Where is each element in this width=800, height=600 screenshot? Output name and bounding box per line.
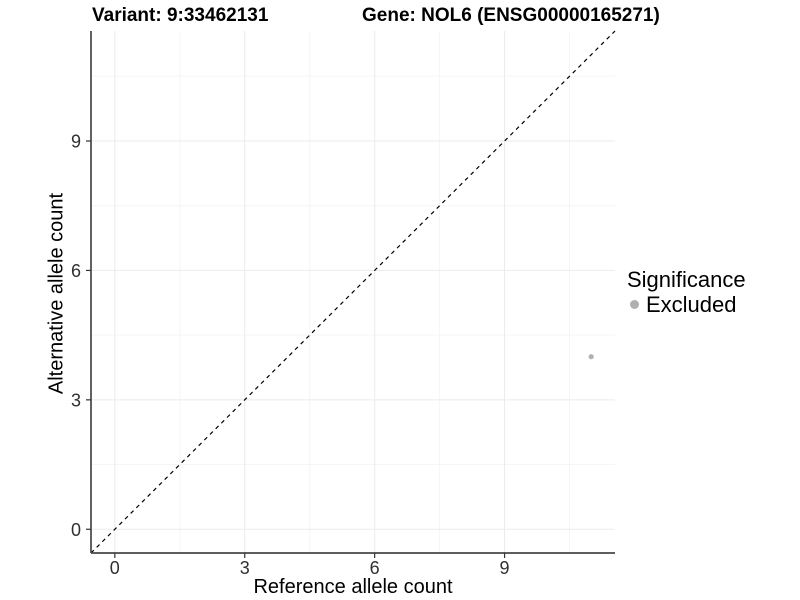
identity-dashed-line (90, 30, 616, 554)
data-point-excluded (588, 354, 594, 360)
legend-circle-marker-icon (630, 300, 639, 309)
x-tick-label: 6 (370, 558, 380, 578)
x-tick-label: 9 (500, 558, 510, 578)
legend: Significance Excluded (627, 267, 746, 317)
legend-entry-label: Excluded (646, 292, 737, 317)
plot-title-variant: Variant: 9:33462131 (92, 5, 269, 26)
y-tick-label: 3 (71, 390, 81, 410)
x-tick-label: 0 (110, 558, 120, 578)
y-tick-label: 9 (71, 132, 81, 152)
y-tick-label: 0 (71, 520, 81, 540)
x-tick-label: 3 (240, 558, 250, 578)
y-axis-title: Alternative allele count (45, 192, 68, 395)
plot-title-gene: Gene: NOL6 (ENSG00000165271) (362, 5, 660, 26)
legend-entry-excluded: Excluded (627, 292, 746, 317)
x-axis-title: Reference allele count (253, 576, 453, 598)
y-tick-label: 6 (71, 261, 81, 281)
legend-title: Significance (627, 267, 746, 292)
